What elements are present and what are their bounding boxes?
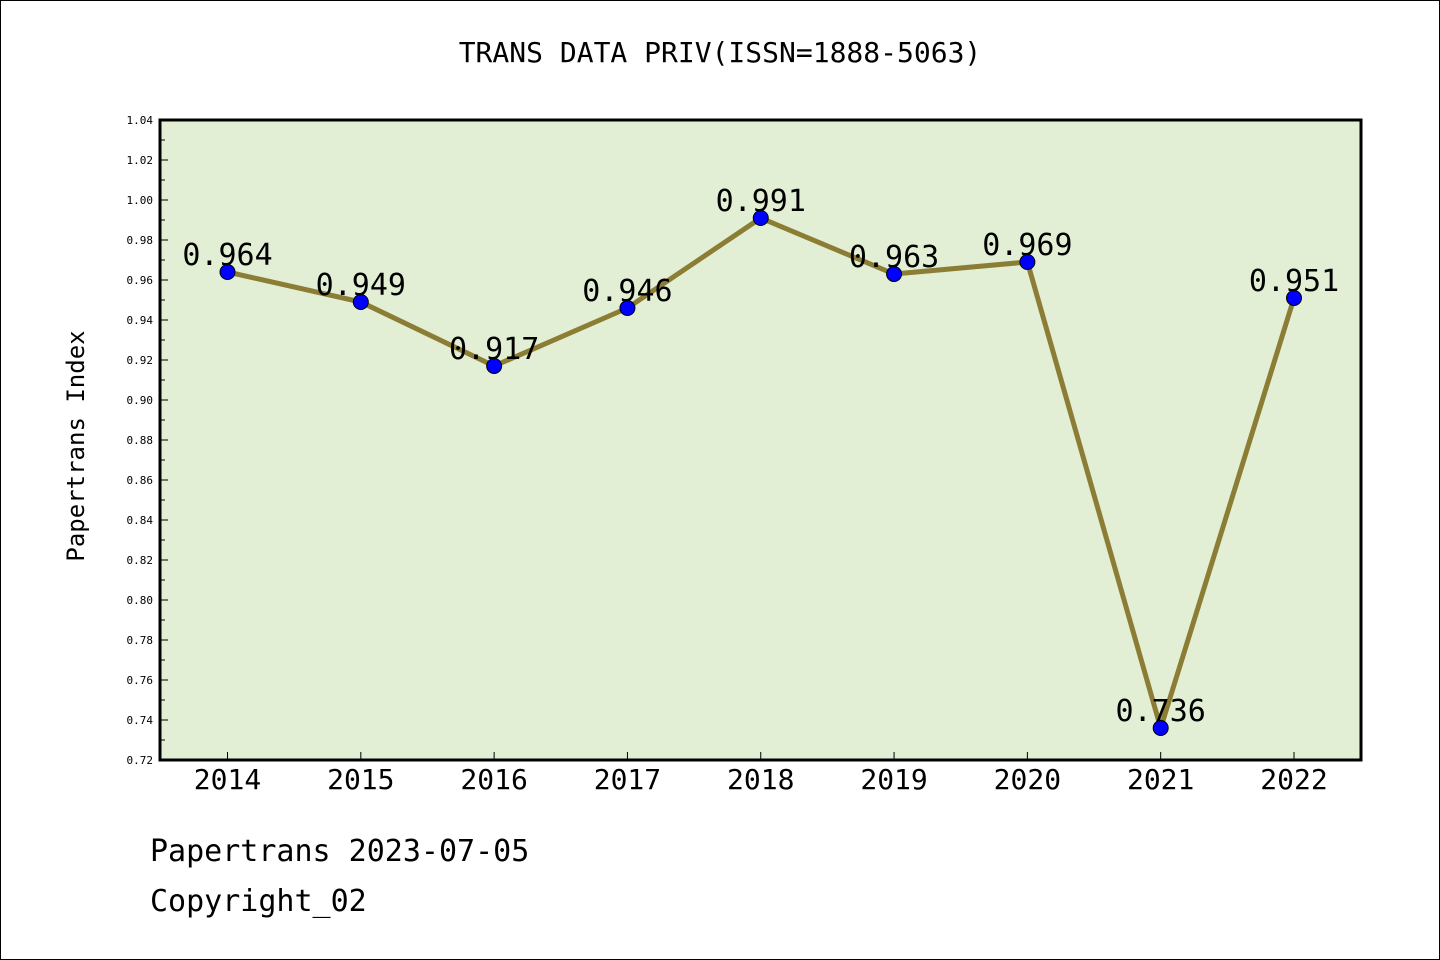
y-tick-label: 0.86 — [127, 474, 154, 487]
data-point — [1152, 720, 1169, 736]
y-tick-label: 0.80 — [127, 594, 154, 607]
y-tick-label: 0.92 — [127, 354, 154, 367]
data-label: 0.963 — [849, 240, 939, 275]
series-layer: 0.964 0.949 0.917 0.946 0.991 0.963 0.969 0.736… — [182, 184, 1339, 736]
data-label: 0.949 — [316, 268, 406, 303]
plot-area — [158, 118, 1363, 762]
data-label: 0.964 — [182, 238, 272, 273]
x-tick-label: 2019 — [860, 763, 927, 796]
y-tick-label: 0.96 — [127, 274, 154, 287]
x-tick-label: 2015 — [327, 763, 394, 796]
x-tick-label: 2020 — [994, 763, 1061, 796]
y-tick-label: 0.94 — [127, 314, 154, 327]
footer-date: Papertrans 2023-07-05 — [150, 834, 530, 869]
y-tick-label: 1.00 — [127, 194, 154, 207]
x-tick-label: 2022 — [1260, 763, 1327, 796]
chart-title: TRANS DATA PRIV(ISSN=1888-5063) — [458, 36, 982, 69]
x-tick-label: 2016 — [460, 763, 527, 796]
data-label: 0.736 — [1116, 694, 1206, 729]
x-axis: 2014 2015 2016 2017 2018 2019 2020 2021 2022 — [194, 752, 1328, 796]
y-tick-label: 0.90 — [127, 394, 154, 407]
y-axis: 0.72 0.74 0.76 0.78 0.80 0.82 0.84 0.86 0.88 0.90… — [127, 114, 168, 767]
y-tick-label: 0.88 — [127, 434, 154, 447]
data-label: 0.969 — [982, 228, 1072, 263]
data-point — [352, 294, 369, 310]
data-point — [619, 300, 636, 316]
data-point — [886, 266, 903, 282]
x-tick-label: 2021 — [1127, 763, 1194, 796]
y-tick-label: 0.74 — [127, 714, 154, 727]
data-label: 0.917 — [449, 332, 539, 367]
x-tick-label: 2018 — [727, 763, 794, 796]
data-label: 0.946 — [582, 274, 672, 309]
data-label: 0.991 — [716, 184, 806, 219]
y-tick-label: 0.84 — [127, 514, 154, 527]
y-tick-label: 1.04 — [127, 114, 154, 127]
data-point — [486, 358, 503, 374]
y-tick-label: 0.76 — [127, 674, 154, 687]
y-tick-label: 0.78 — [127, 634, 154, 647]
y-tick-label: 1.02 — [127, 154, 154, 167]
y-tick-label: 0.82 — [127, 554, 154, 567]
data-point — [1019, 254, 1036, 270]
x-tick-label: 2017 — [594, 763, 661, 796]
data-point — [219, 264, 236, 280]
data-point — [752, 210, 769, 226]
footer-copyright: Copyright_02 — [150, 884, 367, 919]
x-tick-label: 2014 — [194, 763, 261, 796]
y-tick-label: 0.98 — [127, 234, 154, 247]
data-point — [1286, 290, 1302, 306]
data-label: 0.951 — [1249, 264, 1339, 299]
y-tick-label: 0.72 — [127, 754, 154, 767]
